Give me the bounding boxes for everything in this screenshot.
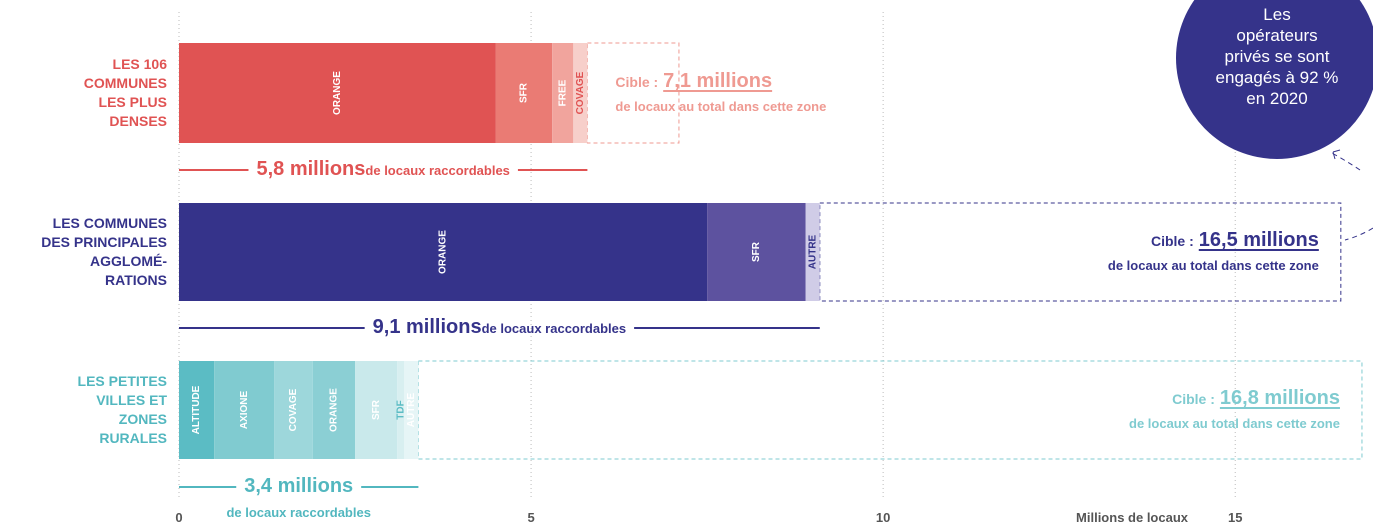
segment-label: ORANGE	[438, 230, 449, 274]
target-value: 16,8 millions	[1220, 387, 1340, 409]
segment-label: ORANGE	[332, 71, 343, 115]
target-box	[586, 42, 680, 144]
bar-segment	[179, 43, 496, 143]
x-tick-label: 15	[1228, 510, 1242, 525]
segment-label: ALTITUDE	[191, 385, 202, 434]
segment-label: ORANGE	[329, 388, 340, 432]
x-axis-label: Millions de locaux	[1076, 510, 1189, 525]
bar-segment	[805, 203, 820, 301]
total-suffix: de locaux raccordables	[226, 505, 371, 520]
total-suffix: de locaux raccordables	[482, 321, 627, 336]
bar-segment	[179, 203, 708, 301]
bar-segment	[397, 361, 405, 459]
bar-segment	[404, 361, 419, 459]
x-tick-label: 0	[175, 510, 182, 525]
target-suffix: de locaux au total dans cette zone	[1129, 416, 1340, 431]
target-suffix: de locaux au total dans cette zone	[615, 99, 826, 114]
total-label: 9,1 millionsde locaux raccordables	[373, 316, 626, 338]
segment-label: TDF	[395, 400, 406, 419]
total-value: 3,4 millions	[244, 475, 353, 497]
bar-segment	[312, 361, 356, 459]
segment-label: SFR	[519, 82, 530, 103]
category-label: LES 106 COMMUNES LES PLUS DENSES	[83, 56, 167, 129]
target-value: 7,1 millions	[663, 70, 772, 92]
bar-segment	[179, 361, 215, 459]
target-box	[417, 360, 1363, 460]
x-tick-label: 5	[527, 510, 534, 525]
x-tick-label: 10	[876, 510, 890, 525]
segment-label: AUTRE	[807, 234, 818, 269]
segment-label: COVAGE	[288, 388, 299, 431]
segment-label: AUTRE	[406, 392, 417, 427]
bar-segment	[707, 203, 806, 301]
total-value: 5,8 millions	[256, 158, 365, 180]
total-suffix: de locaux raccordables	[365, 163, 510, 178]
bar-segment	[214, 361, 275, 459]
total-value: 9,1 millions	[373, 316, 482, 338]
target-suffix: de locaux au total dans cette zone	[1108, 258, 1319, 273]
callout-text: Les opérateurs privés se sont engagés à …	[1215, 5, 1339, 108]
target-value: 16,5 millions	[1199, 229, 1319, 251]
bar-segment	[274, 361, 313, 459]
bar-segment	[355, 361, 398, 459]
segment-label: FREE	[557, 79, 568, 106]
arrow	[1329, 151, 1361, 171]
category-label: LES COMMUNES DES PRINCIPALES AGGLOMÉ- RA…	[41, 215, 167, 288]
arrow-head	[1332, 149, 1341, 160]
target-prefix: Cible :	[615, 74, 658, 90]
target-box	[819, 202, 1342, 302]
segment-label: AXIONE	[239, 391, 250, 430]
target-prefix: Cible :	[1151, 233, 1194, 249]
total-label: 5,8 millionsde locaux raccordables	[256, 158, 509, 180]
callout-circle	[1176, 0, 1373, 159]
segment-label: COVAGE	[575, 71, 586, 114]
bar-segment	[495, 43, 553, 143]
total-label: 3,4 millions	[244, 475, 353, 497]
bar-segment	[573, 43, 588, 143]
bar-segment	[552, 43, 574, 143]
arrow	[1344, 227, 1373, 241]
target-prefix: Cible :	[1172, 391, 1215, 407]
segment-label: SFR	[751, 241, 762, 262]
category-label: LES PETITES VILLES ET ZONES RURALES	[77, 373, 167, 446]
segment-label: SFR	[371, 399, 382, 420]
